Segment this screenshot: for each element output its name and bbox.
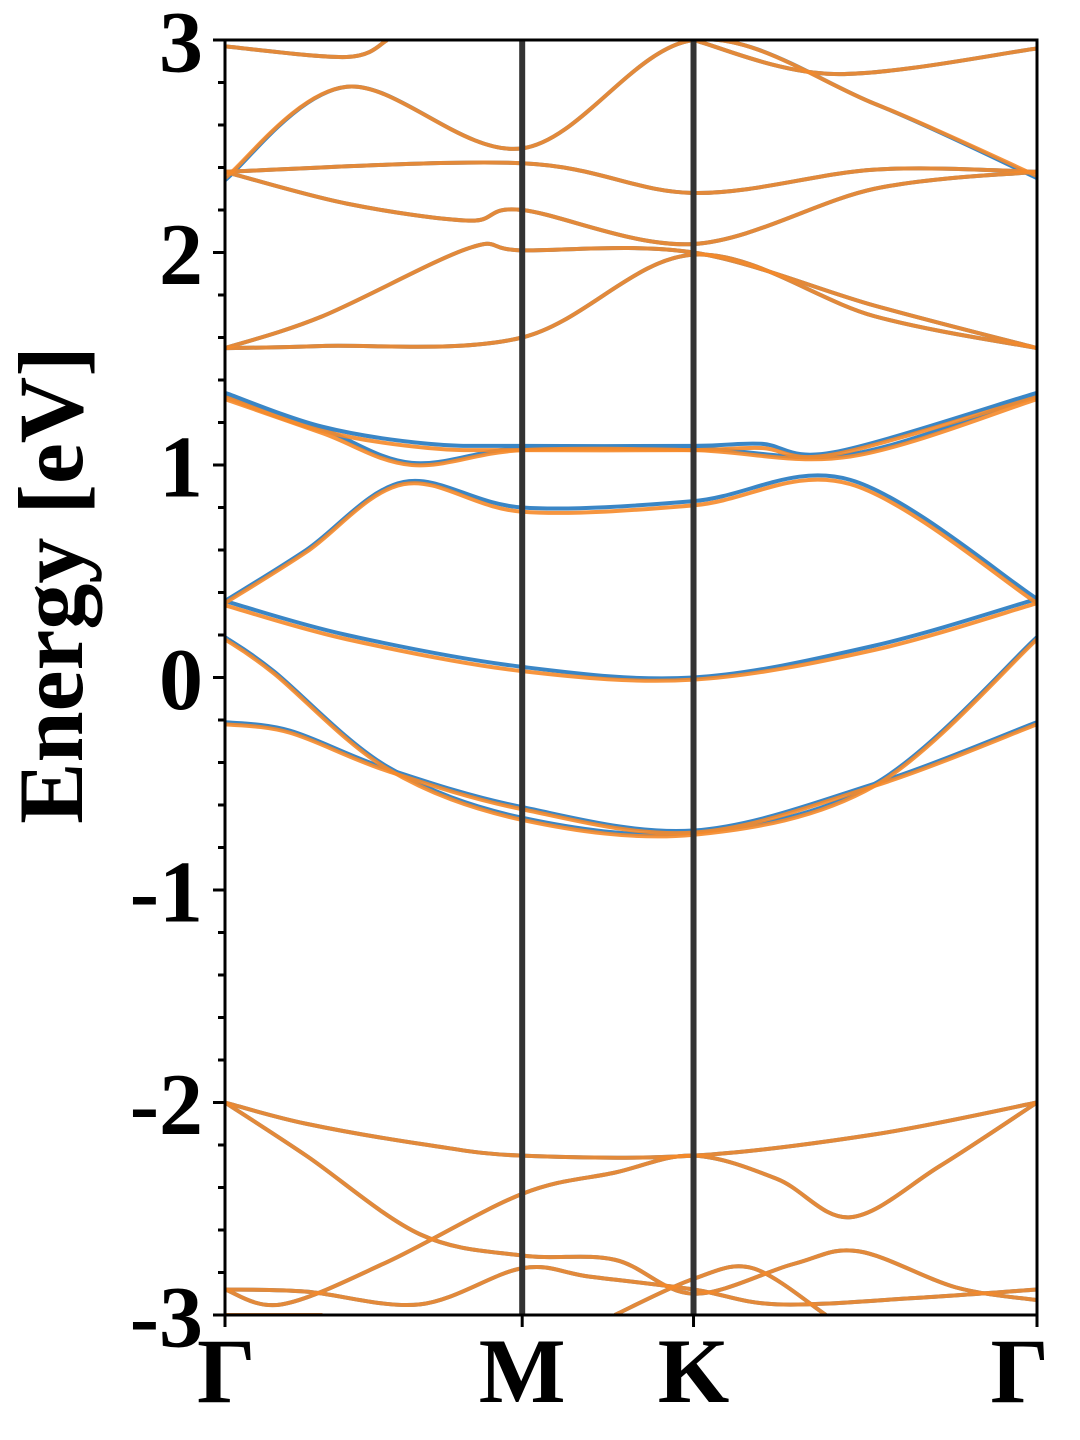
band-line-series_b-13 bbox=[225, 241, 1037, 351]
band-line-series_b-17 bbox=[225, 40, 389, 60]
y-tick-label: 3 bbox=[159, 0, 203, 92]
band-line-series_b-7 bbox=[225, 637, 1037, 839]
band-line-series_b-15 bbox=[225, 160, 1037, 196]
y-tick-label: 1 bbox=[159, 420, 203, 517]
x-tick-label-3: Γ bbox=[990, 1320, 1049, 1422]
y-axis-ticks: 3 2 1 0 -1 -2 -3 bbox=[130, 0, 225, 1367]
band-line-series_b-18 bbox=[693, 40, 1037, 77]
y-axis-label: Energy [eV] bbox=[0, 346, 102, 824]
band-line-series_a-9 bbox=[225, 473, 1037, 603]
band-line-series_a-8 bbox=[225, 596, 1037, 681]
band-line-series_a-13 bbox=[225, 241, 1037, 351]
k-point-lines bbox=[519, 40, 697, 1315]
bands-layer bbox=[225, 40, 1037, 1315]
band-line-series_a-12 bbox=[225, 252, 1037, 351]
band-line-series_b-4 bbox=[225, 1100, 1037, 1303]
y-tick-label: -3 bbox=[130, 1270, 203, 1367]
x-tick-label-2: K bbox=[658, 1320, 730, 1422]
band-line-series_b-14 bbox=[225, 169, 1037, 247]
band-line-series_b-9 bbox=[225, 477, 1037, 605]
band-line-series_b-11 bbox=[225, 395, 1037, 460]
x-tick-label-0: Γ bbox=[197, 1320, 256, 1422]
y-tick-label: -1 bbox=[130, 845, 203, 942]
y-tick-label: 0 bbox=[159, 632, 203, 729]
y-tick-label: -2 bbox=[130, 1057, 203, 1154]
band-line-series_b-5 bbox=[613, 1264, 827, 1315]
band-line-series_a-7 bbox=[225, 635, 1037, 837]
band-line-series_a-11 bbox=[225, 390, 1037, 457]
band-line-series_b-2 bbox=[225, 1100, 1037, 1308]
band-line-series_b-3 bbox=[225, 1100, 1037, 1160]
x-tick-label-1: M bbox=[479, 1320, 566, 1422]
y-tick-label: 2 bbox=[159, 207, 203, 304]
band-line-series_a-16 bbox=[225, 40, 1037, 182]
band-line-series_b-12 bbox=[225, 252, 1037, 351]
band-line-series_b-8 bbox=[225, 601, 1037, 683]
band-line-series_b-1 bbox=[225, 1265, 1037, 1308]
band-line-series_b-16 bbox=[225, 40, 1037, 180]
